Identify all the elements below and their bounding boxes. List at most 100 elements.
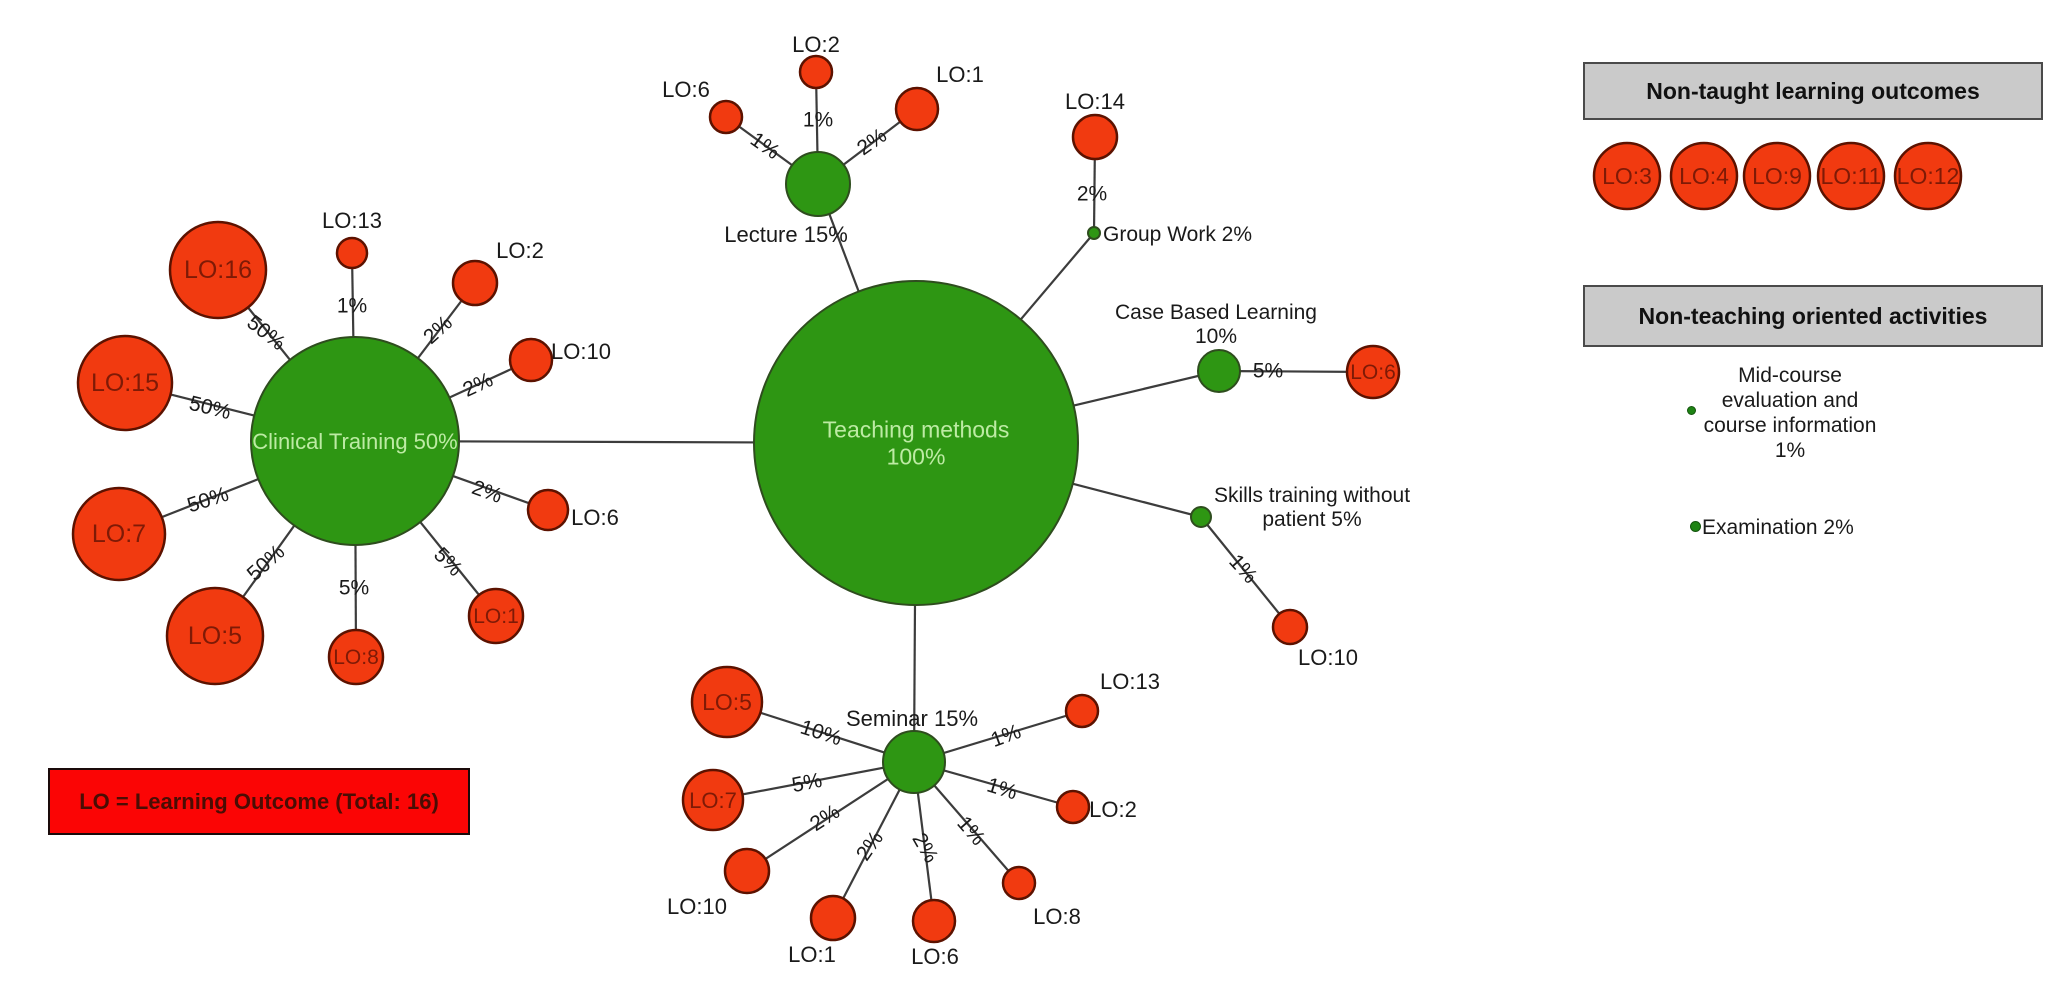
edge-label-clinical-to-c_lo1: 5% [429, 543, 467, 581]
node-skills [1190, 506, 1212, 528]
examination-activity-dot [1690, 521, 1701, 532]
label-s_lo8: LO:8 [1033, 904, 1081, 929]
node-clinical [250, 336, 460, 546]
mid-course-activity-label: Mid-course evaluation and course informa… [1690, 363, 1890, 463]
node-nt_lo3 [1592, 141, 1662, 211]
node-nt_lo4 [1669, 141, 1739, 211]
node-c_lo1 [467, 587, 525, 645]
edge-label-clinical-to-c_lo10: 2% [459, 368, 496, 402]
node-c_lo7 [71, 486, 167, 582]
legend-box: LO = Learning Outcome (Total: 16) [48, 768, 470, 835]
label-groupwork: Group Work 2% [1103, 223, 1252, 246]
label-skills: Skills training without patient 5% [1214, 484, 1410, 531]
node-l_lo6 [708, 99, 744, 135]
node-sk_lo10 [1271, 608, 1309, 646]
node-l_lo1 [894, 86, 940, 132]
node-nt_lo11 [1816, 141, 1886, 211]
label-c_lo6: LO:6 [571, 505, 619, 530]
label-l_lo6: LO:6 [662, 77, 710, 102]
label-l_lo2: LO:2 [792, 32, 840, 57]
label-s_lo2: LO:2 [1089, 797, 1137, 822]
node-seminar [882, 730, 946, 794]
edge-label-skills-to-sk_lo10: 1% [1224, 550, 1261, 588]
node-c_lo10 [508, 337, 554, 383]
label-s_lo13: LO:13 [1100, 669, 1160, 694]
edge-label-cbl-to-cbl_lo6: 5% [1253, 360, 1283, 383]
node-nt_lo12 [1893, 141, 1963, 211]
label-seminar: Seminar 15% [846, 706, 978, 731]
edge-label-seminar-to-s_lo1: 2% [852, 827, 888, 865]
node-c_lo5 [165, 586, 265, 686]
node-nt_lo9 [1742, 141, 1812, 211]
label-sk_lo10: LO:10 [1298, 645, 1358, 670]
label-lecture: Lecture 15% [724, 222, 848, 247]
label-s_lo6: LO:6 [911, 944, 959, 969]
node-c_lo8 [327, 628, 385, 686]
label-c_lo16: LO:16 [184, 256, 252, 284]
edge-label-seminar-to-s_lo13: 1% [988, 720, 1024, 752]
label-s_lo1: LO:1 [788, 942, 836, 967]
label-lo14: LO:14 [1065, 89, 1125, 114]
node-cbl_lo6 [1345, 344, 1401, 400]
node-l_lo2 [798, 54, 834, 90]
label-c_lo10: LO:10 [551, 339, 611, 364]
edge-label-clinical-to-c_lo7: 50% [184, 483, 231, 518]
non-teaching-panel-header: Non-teaching oriented activities [1583, 285, 2043, 347]
label-s_lo10: LO:10 [667, 894, 727, 919]
edge-label-clinical-to-c_lo16: 50% [242, 311, 289, 355]
label-c_lo8: LO:8 [333, 646, 379, 669]
label-s_lo5: LO:5 [702, 689, 752, 715]
label-c_lo5: LO:5 [188, 622, 242, 650]
edge-label-seminar-to-s_lo10: 2% [806, 800, 844, 836]
label-nt_lo3: LO:3 [1602, 163, 1652, 189]
node-cbl [1197, 349, 1241, 393]
node-c_lo2 [451, 259, 499, 307]
label-nt_lo12: LO:12 [1897, 163, 1960, 189]
label-nt_lo9: LO:9 [1752, 163, 1802, 189]
label-c_lo1: LO:1 [473, 605, 519, 628]
node-c_lo6 [526, 488, 570, 532]
edge-label-lecture-to-l_lo6: 1% [746, 128, 784, 164]
node-groupwork [1087, 226, 1101, 240]
node-s_lo6 [911, 898, 957, 944]
label-c_lo7: LO:7 [92, 520, 146, 548]
label-nt_lo4: LO:4 [1679, 163, 1729, 189]
label-clinical: Clinical Training 50% [252, 429, 457, 454]
edge-label-seminar-to-s_lo5: 10% [797, 716, 844, 751]
edge-label-seminar-to-s_lo6: 2% [907, 829, 942, 867]
node-s_lo5 [690, 665, 764, 739]
node-s_lo1 [809, 894, 857, 942]
node-s_lo10 [723, 847, 771, 895]
edge-label-clinical-to-c_lo13: 1% [337, 295, 367, 318]
edge-label-clinical-to-c_lo5: 50% [243, 540, 290, 585]
edge-label-clinical-to-c_lo6: 2% [469, 476, 505, 508]
mid-course-line-2: evaluation and [1721, 389, 1859, 412]
label-s_lo7: LO:7 [689, 788, 737, 813]
mid-course-activity-dot [1687, 406, 1696, 415]
label-nt_lo11: LO:11 [1821, 163, 1882, 189]
label-c_lo15: LO:15 [91, 369, 159, 397]
edge-label-lecture-to-l_lo2: 1% [803, 109, 833, 132]
edge-label-groupwork-to-lo14: 2% [1077, 183, 1107, 206]
non-taught-panel-title: Non-taught learning outcomes [1646, 77, 1980, 104]
label-teaching: Teaching methods 100% [823, 417, 1010, 470]
node-c_lo16 [168, 220, 268, 320]
edge-label-clinical-to-c_lo2: 2% [419, 311, 457, 348]
label-c_lo2: LO:2 [496, 238, 544, 263]
label-c_lo13: LO:13 [322, 208, 382, 233]
label-l_lo1: LO:1 [936, 62, 984, 87]
edge-label-clinical-to-c_lo15: 50% [187, 392, 233, 424]
node-lo14 [1071, 113, 1119, 161]
node-s_lo2 [1055, 789, 1091, 825]
node-s_lo7 [681, 768, 745, 832]
mid-course-line-3: course information [1703, 414, 1877, 437]
node-c_lo15 [76, 334, 174, 432]
node-teaching [753, 280, 1079, 606]
mid-course-line-4: 1% [1774, 439, 1806, 462]
label-cbl_lo6: LO:6 [1350, 361, 1396, 384]
edge-seminar-to-s_lo10 [746, 761, 915, 872]
node-c_lo13 [335, 236, 369, 270]
non-taught-panel-header: Non-taught learning outcomes [1583, 62, 2043, 120]
